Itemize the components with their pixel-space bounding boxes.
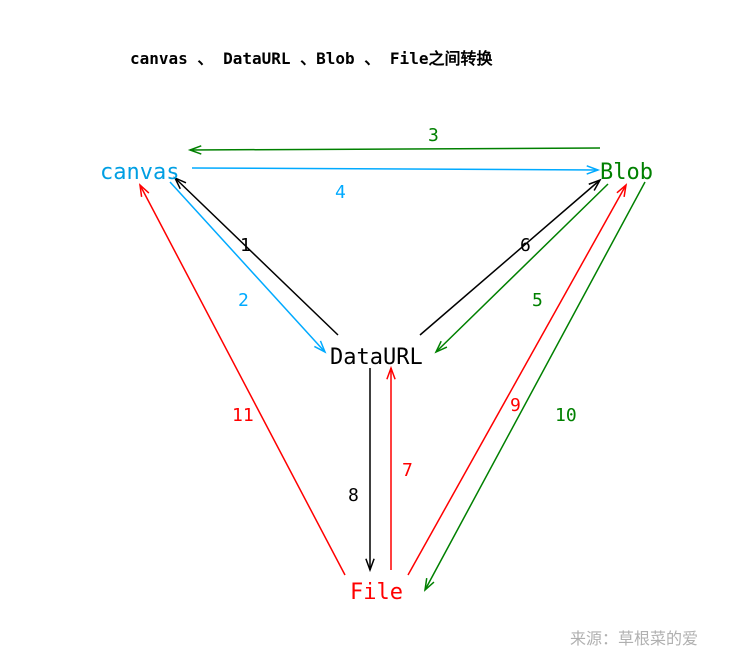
edge-label-4: 4 xyxy=(335,182,346,203)
edge-label-1: 1 xyxy=(240,235,251,256)
edge-8 xyxy=(366,368,374,570)
edge-10 xyxy=(425,182,645,590)
edge-9 xyxy=(408,185,626,575)
edge-label-9: 9 xyxy=(510,395,521,416)
attribution-text: 来源：草根菜的爱 xyxy=(570,625,698,649)
node-dataurl: DataURL xyxy=(330,345,423,370)
edge-label-11: 11 xyxy=(232,405,254,426)
edge-7 xyxy=(387,368,395,570)
edge-3 xyxy=(190,146,600,154)
diagram-svg xyxy=(0,0,753,671)
edge-label-7: 7 xyxy=(402,460,413,481)
node-file: File xyxy=(350,580,403,605)
edge-label-10: 10 xyxy=(555,405,577,426)
edge-label-3: 3 xyxy=(428,125,439,146)
node-blob: Blob xyxy=(600,160,653,185)
edge-label-8: 8 xyxy=(348,485,359,506)
edge-2 xyxy=(170,182,325,352)
edge-label-5: 5 xyxy=(532,290,543,311)
node-canvas: canvas xyxy=(100,160,179,185)
edge-1 xyxy=(175,178,338,335)
diagram-title: canvas 、 DataURL 、Blob 、 File之间转换 xyxy=(130,45,492,69)
edge-6 xyxy=(420,180,600,335)
edge-5 xyxy=(436,184,608,352)
edge-label-6: 6 xyxy=(520,235,531,256)
edge-4 xyxy=(192,166,598,174)
edge-label-2: 2 xyxy=(238,290,249,311)
